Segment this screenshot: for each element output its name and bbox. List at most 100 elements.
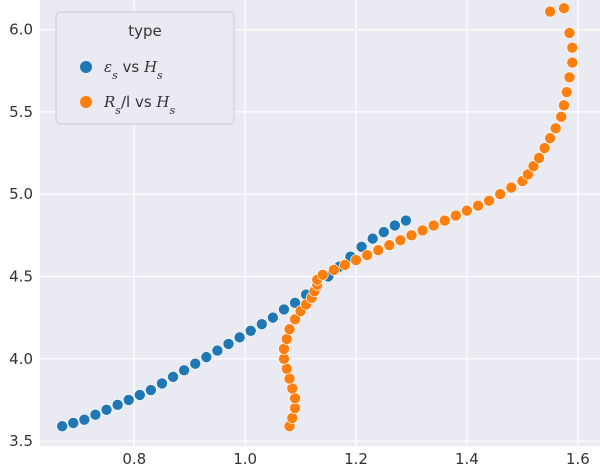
data-point	[145, 384, 157, 396]
data-point	[405, 229, 418, 242]
data-point	[389, 219, 401, 232]
data-point	[461, 204, 473, 217]
data-point	[394, 234, 407, 247]
data-point	[555, 111, 567, 123]
data-point	[289, 297, 301, 309]
legend-marker-series-2	[80, 96, 92, 108]
legend-label-series-1-mid: vs	[118, 58, 144, 76]
legend-box	[55, 11, 235, 125]
y-tick-label: 5.0	[9, 185, 33, 203]
data-point	[89, 408, 102, 421]
series-layer	[56, 2, 579, 433]
data-point	[505, 181, 518, 194]
legend-label-series-1-symbol: ε	[104, 58, 112, 76]
legend-title: type	[128, 22, 162, 40]
legend-label-series-1-symbol-2: H	[143, 58, 158, 76]
data-point	[372, 244, 385, 256]
data-point	[361, 249, 373, 261]
y-tick-label: 6.0	[9, 21, 33, 39]
data-point	[286, 382, 299, 395]
data-point	[438, 214, 451, 227]
tick-labels: 0.8 1.0 1.2 1.4 1.6 3.5 4.0 4.5 5.0 5.5 6.0	[9, 21, 590, 466]
data-point	[563, 27, 576, 39]
data-point	[100, 403, 113, 416]
data-point	[278, 343, 290, 355]
data-point	[286, 412, 299, 424]
y-tick-label: 4.0	[9, 350, 33, 368]
data-point	[200, 351, 213, 363]
data-point	[289, 392, 301, 405]
data-point	[558, 2, 570, 15]
data-point	[366, 232, 379, 245]
data-point	[189, 357, 202, 370]
x-tick-label: 0.8	[122, 450, 146, 466]
legend-label-series-2-symbol-2: H	[155, 93, 170, 111]
data-point	[255, 318, 268, 331]
data-point	[156, 377, 168, 390]
data-point	[233, 331, 246, 344]
data-point	[350, 254, 362, 266]
data-point	[339, 259, 351, 271]
data-point	[67, 417, 80, 429]
y-tick-label: 5.5	[9, 103, 33, 121]
data-point	[280, 362, 293, 375]
data-point	[522, 168, 534, 181]
legend: type εs vs Hs Rs/l vs Hs	[55, 11, 235, 125]
data-point	[278, 303, 290, 316]
data-point	[283, 323, 296, 335]
data-point	[167, 371, 179, 383]
legend-label-series-1-subscript: s	[112, 69, 118, 82]
data-point	[316, 269, 329, 281]
data-point	[558, 99, 570, 112]
data-point	[328, 264, 340, 276]
legend-label-series-2-symbol: R	[103, 93, 115, 111]
data-point	[289, 402, 301, 414]
data-point	[549, 122, 562, 135]
data-point	[538, 142, 551, 154]
data-point	[400, 214, 412, 227]
x-tick-label: 1.0	[233, 450, 257, 466]
data-point	[416, 224, 429, 237]
data-point	[544, 132, 556, 145]
data-point	[560, 86, 573, 98]
data-point	[278, 352, 290, 365]
legend-label-series-2: Rs/l vs Hs	[103, 93, 176, 117]
x-tick-label: 1.4	[455, 450, 479, 466]
data-point	[450, 209, 462, 222]
data-point	[122, 394, 135, 406]
data-point	[56, 420, 68, 433]
data-point	[563, 71, 576, 84]
x-tick-label: 1.2	[344, 450, 368, 466]
data-point	[377, 226, 390, 238]
data-point	[111, 399, 124, 411]
data-point	[383, 239, 396, 252]
data-point	[211, 344, 224, 357]
legend-marker-series-1	[80, 61, 92, 73]
data-point	[494, 188, 506, 200]
data-point	[222, 338, 235, 350]
legend-label-series-2-subscript-2: s	[170, 104, 176, 117]
data-point	[427, 219, 440, 232]
legend-label-series-2-subscript: s	[115, 104, 121, 117]
data-point	[566, 56, 579, 69]
data-point	[483, 194, 495, 207]
series-2	[278, 2, 579, 433]
legend-label-series-1-subscript-2: s	[157, 69, 163, 82]
data-point	[134, 389, 146, 401]
data-point	[283, 372, 296, 385]
data-point	[280, 333, 293, 345]
data-point	[355, 241, 368, 253]
data-point	[78, 413, 91, 426]
data-point	[544, 5, 556, 18]
legend-label-series-1: εs vs Hs	[104, 58, 163, 82]
data-point	[289, 313, 301, 326]
data-point	[533, 152, 545, 164]
y-tick-label: 3.5	[9, 432, 33, 450]
data-point	[527, 160, 540, 173]
data-point	[244, 324, 257, 337]
data-point	[472, 199, 484, 212]
data-point	[566, 41, 579, 54]
legend-label-series-2-mid: /l vs	[121, 93, 156, 111]
x-tick-label: 1.6	[566, 450, 590, 466]
